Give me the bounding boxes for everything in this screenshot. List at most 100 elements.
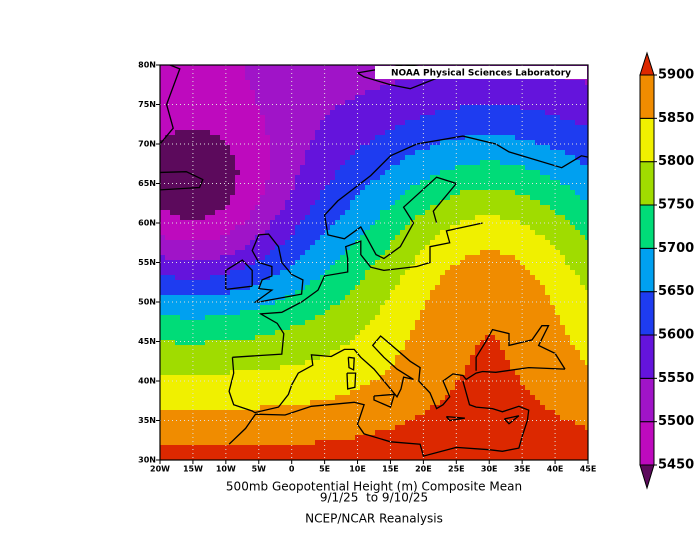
height-cell (225, 125, 231, 131)
height-cell (290, 100, 296, 106)
height-cell (275, 145, 281, 151)
height-cell (450, 140, 456, 146)
height-cell (425, 285, 431, 291)
height-cell (385, 380, 391, 386)
height-cell (380, 210, 386, 216)
height-cell (165, 390, 171, 396)
height-cell (175, 90, 181, 96)
height-cell (235, 455, 241, 460)
height-cell (260, 200, 266, 206)
height-cell (215, 145, 221, 151)
height-cell (370, 225, 376, 231)
height-cell (340, 310, 346, 316)
height-cell (245, 165, 251, 171)
height-cell (355, 320, 361, 326)
height-cell (295, 315, 301, 321)
height-cell (415, 195, 421, 201)
height-cell (220, 405, 226, 411)
height-cell (230, 295, 236, 301)
height-cell (185, 140, 191, 146)
height-cell (265, 445, 271, 451)
height-cell (410, 170, 416, 176)
height-cell (465, 305, 471, 311)
height-cell (385, 165, 391, 171)
height-cell (455, 85, 461, 91)
height-cell (165, 330, 171, 336)
height-cell (335, 380, 341, 386)
height-cell (260, 105, 266, 111)
height-cell (375, 355, 381, 361)
height-cell (275, 185, 281, 191)
height-cell (340, 250, 346, 256)
height-cell (185, 215, 191, 221)
height-cell (345, 120, 351, 126)
height-cell (270, 160, 276, 166)
height-cell (310, 450, 316, 456)
height-cell (245, 220, 251, 226)
height-cell (335, 330, 341, 336)
height-cell (285, 415, 291, 421)
height-cell (225, 430, 231, 436)
height-cell (370, 280, 376, 286)
height-cell (225, 120, 231, 126)
height-cell (400, 160, 406, 166)
height-cell (355, 180, 361, 186)
height-cell (275, 430, 281, 436)
height-cell (440, 410, 446, 416)
height-cell (370, 275, 376, 281)
height-cell (430, 245, 436, 251)
height-cell (435, 125, 441, 131)
height-cell (260, 150, 266, 156)
height-cell (215, 165, 221, 171)
height-cell (290, 360, 296, 366)
height-cell (275, 85, 281, 91)
height-cell (205, 395, 211, 401)
height-cell (470, 250, 476, 256)
height-cell (265, 245, 271, 251)
height-cell (370, 75, 376, 81)
height-cell (435, 95, 441, 101)
height-cell (300, 135, 306, 141)
height-cell (440, 310, 446, 316)
height-cell (235, 385, 241, 391)
height-cell (170, 270, 176, 276)
height-cell (245, 140, 251, 146)
height-cell (235, 395, 241, 401)
height-cell (235, 250, 241, 256)
height-cell (230, 195, 236, 201)
height-cell (285, 145, 291, 151)
height-cell (185, 195, 191, 201)
height-cell (375, 190, 381, 196)
height-cell (390, 85, 396, 91)
height-cell (315, 435, 321, 441)
height-cell (245, 200, 251, 206)
height-cell (335, 190, 341, 196)
height-cell (160, 410, 166, 416)
height-cell (420, 400, 426, 406)
height-cell (465, 230, 471, 236)
height-cell (360, 195, 366, 201)
height-cell (435, 325, 441, 331)
height-cell (460, 100, 466, 106)
height-cell (210, 425, 216, 431)
height-cell (415, 135, 421, 141)
height-cell (365, 280, 371, 286)
height-cell (185, 390, 191, 396)
height-cell (335, 85, 341, 91)
height-cell (260, 275, 266, 281)
height-cell (285, 435, 291, 441)
height-cell (200, 425, 206, 431)
height-cell (325, 170, 331, 176)
height-cell (415, 335, 421, 341)
height-cell (210, 325, 216, 331)
height-cell (345, 405, 351, 411)
height-cell (385, 450, 391, 456)
height-cell (185, 435, 191, 441)
height-cell (415, 160, 421, 166)
height-cell (360, 90, 366, 96)
height-cell (260, 315, 266, 321)
height-cell (325, 150, 331, 156)
height-cell (250, 440, 256, 446)
height-cell (310, 95, 316, 101)
height-cell (470, 360, 476, 366)
